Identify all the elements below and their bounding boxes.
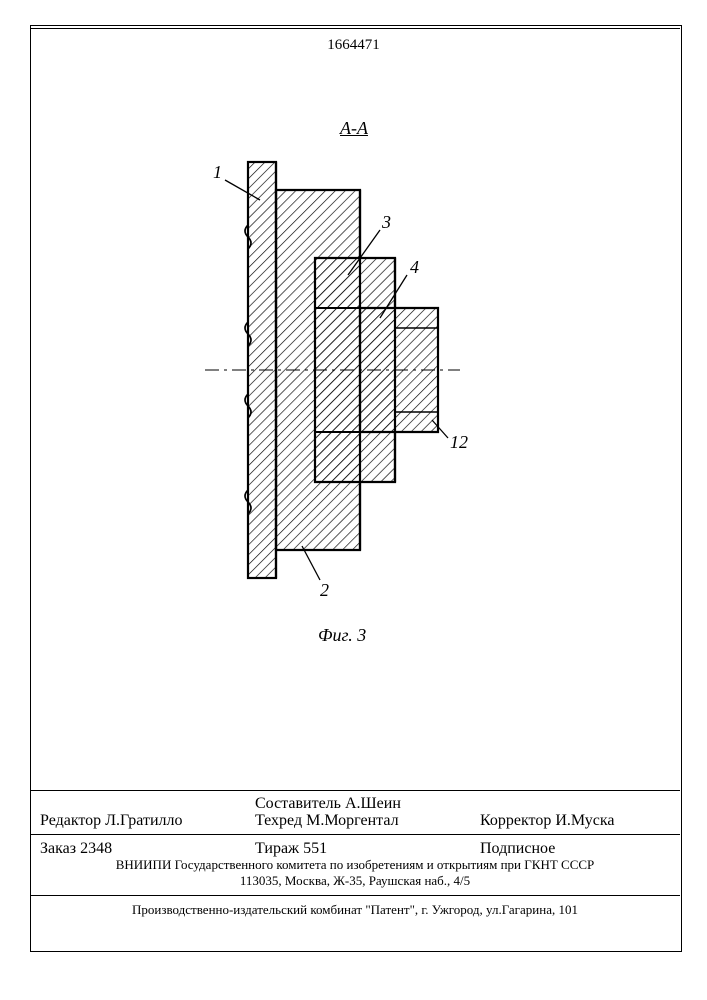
editor-cell: Редактор Л.Гратилло <box>40 812 250 830</box>
callout-12: 12 <box>450 432 468 452</box>
part-1-plate <box>245 162 276 578</box>
print-run-label: Тираж <box>255 840 299 857</box>
page-border-top-double <box>30 28 680 29</box>
print-run-value: 551 <box>303 840 327 857</box>
callout-2: 2 <box>320 580 329 600</box>
corrector-cell: Корректор И.Муска <box>480 812 670 830</box>
callout-1: 1 <box>213 162 222 182</box>
org-line-1: ВНИИПИ Государственного комитета по изоб… <box>30 857 680 873</box>
editor-label: Редактор <box>40 812 101 829</box>
callout-4: 4 <box>410 257 419 277</box>
print-run-cell: Тираж 551 <box>255 840 475 858</box>
rule-3 <box>30 895 680 896</box>
figure-area: 1 3 4 12 2 <box>30 60 680 700</box>
order-cell: Заказ 2348 <box>40 840 250 858</box>
figure-caption: Фиг. 3 <box>318 625 366 646</box>
callout-3: 3 <box>381 212 391 232</box>
compiler-label: Составитель <box>255 795 341 812</box>
compiler-name: А.Шеин <box>345 795 401 812</box>
corrector-name: И.Муска <box>555 812 614 829</box>
patent-number: 1664471 <box>0 37 707 54</box>
order-label: Заказ <box>40 840 76 857</box>
figure-svg: 1 3 4 12 2 <box>30 60 680 700</box>
page: 1664471 А-А <box>0 0 707 1000</box>
editor-name: Л.Гратилло <box>105 812 182 829</box>
techred-name: М.Моргентал <box>306 812 398 829</box>
org-line-2: 113035, Москва, Ж-35, Раушская наб., 4/5 <box>30 873 680 889</box>
techred-label: Техред <box>255 812 302 829</box>
subscription-cell: Подписное <box>480 840 670 858</box>
printer-line: Производственно-издательский комбинат "П… <box>30 902 680 918</box>
order-no: 2348 <box>80 840 112 857</box>
org-address: ВНИИПИ Государственного комитета по изоб… <box>30 857 680 890</box>
part-4-shaft <box>360 308 438 432</box>
rule-2 <box>30 834 680 835</box>
techred-cell: Техред М.Моргентал <box>255 812 475 830</box>
compiler-line: Составитель А.Шеин <box>255 795 475 813</box>
corrector-label: Корректор <box>480 812 551 829</box>
rule-1 <box>30 790 680 791</box>
